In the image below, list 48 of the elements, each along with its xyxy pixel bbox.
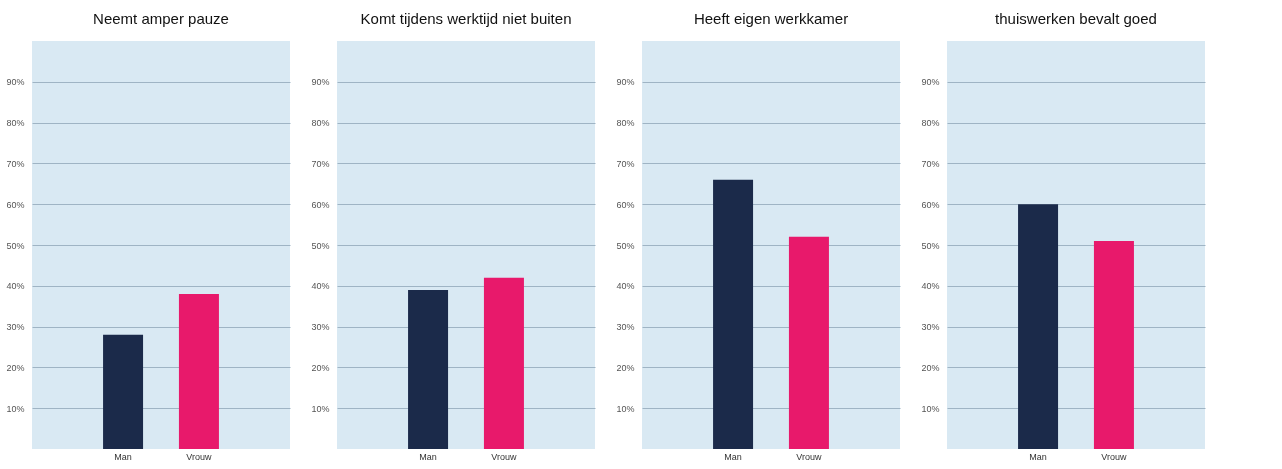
y-tick-label: 70% — [6, 158, 25, 169]
y-tick-label: 70% — [616, 158, 635, 169]
y-tick-label: 70% — [921, 158, 940, 169]
x-tick-label: Man — [724, 451, 742, 462]
y-tick-label: 60% — [616, 199, 635, 210]
y-tick-label: 10% — [311, 403, 330, 414]
chart-title: Neemt amper pauze — [93, 10, 229, 27]
y-tick-label: 20% — [921, 362, 940, 373]
chart-title: Komt tijdens werktijd niet buiten — [360, 10, 572, 27]
y-tick-label: 30% — [616, 322, 635, 333]
y-tick-label: 90% — [921, 77, 940, 88]
y-tick-label: 40% — [616, 281, 635, 292]
y-tick-label: 90% — [311, 77, 330, 88]
y-tick-label: 10% — [616, 403, 635, 414]
y-tick-label: 20% — [6, 362, 25, 373]
chart-title: Heeft eigen werkkamer — [693, 10, 849, 27]
y-tick-label: 40% — [311, 281, 330, 292]
y-tick-label: 40% — [921, 281, 940, 292]
y-tick-label: 20% — [616, 362, 635, 373]
y-tick-label: 10% — [6, 403, 25, 414]
y-tick-label: 20% — [311, 362, 330, 373]
y-tick-label: 50% — [921, 240, 940, 251]
y-tick-label: 80% — [616, 118, 635, 129]
y-tick-label: 70% — [311, 158, 330, 169]
y-tick-label: 80% — [311, 118, 330, 129]
y-tick-label: 60% — [311, 199, 330, 210]
x-tick-label: Vrouw — [491, 451, 518, 462]
y-tick-label: 30% — [921, 322, 940, 333]
y-tick-label: 50% — [311, 240, 330, 251]
y-tick-label: 90% — [6, 77, 25, 88]
y-tick-label: 30% — [6, 322, 25, 333]
y-tick-label: 60% — [921, 199, 940, 210]
chart-title: thuiswerken bevalt goed — [995, 10, 1157, 27]
y-tick-label: 40% — [6, 281, 25, 292]
x-tick-label: Vrouw — [186, 451, 213, 462]
x-tick-label: Vrouw — [796, 451, 823, 462]
y-tick-label: 50% — [6, 240, 25, 251]
y-tick-label: 30% — [311, 322, 330, 333]
x-tick-label: Vrouw — [1101, 451, 1128, 462]
x-tick-label: Man — [114, 451, 132, 462]
y-tick-label: 90% — [616, 77, 635, 88]
y-tick-label: 80% — [6, 118, 25, 129]
y-tick-label: 50% — [616, 240, 635, 251]
y-tick-label: 60% — [6, 199, 25, 210]
y-tick-label: 10% — [921, 403, 940, 414]
x-tick-label: Man — [419, 451, 437, 462]
y-tick-label: 80% — [921, 118, 940, 129]
x-tick-label: Man — [1029, 451, 1047, 462]
